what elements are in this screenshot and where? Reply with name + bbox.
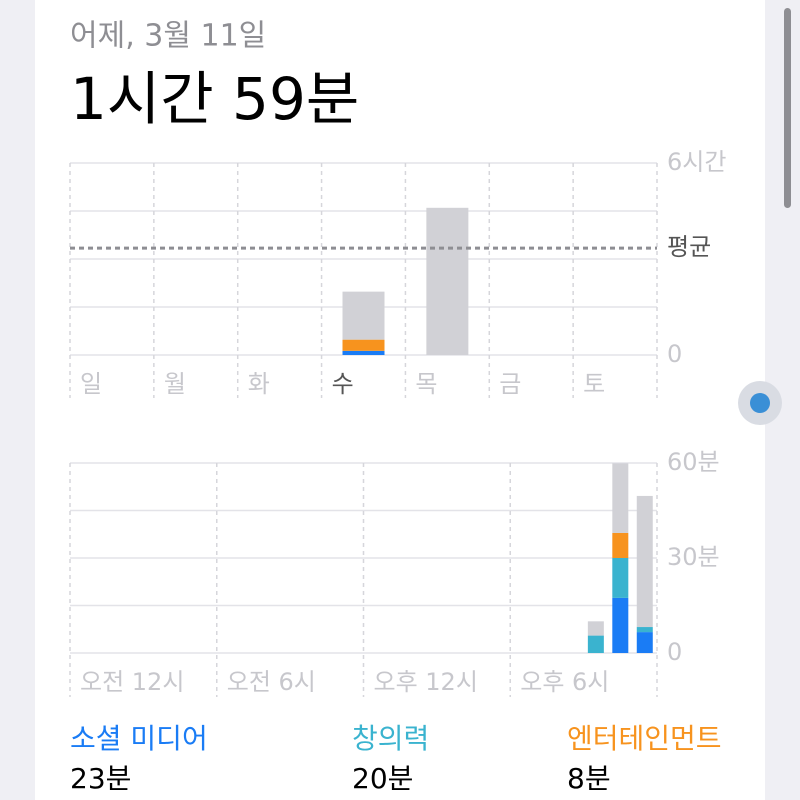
category-time: 8분 [567, 762, 611, 795]
x-tick-label: 오후 12시 [374, 668, 478, 696]
y-tick-label: 0 [667, 340, 682, 368]
bar-segment [612, 532, 629, 558]
x-tick-label: 화 [248, 370, 270, 398]
assistive-dot [750, 393, 770, 413]
date: 어제, 3월 11일 [70, 19, 266, 54]
bar-segment [342, 291, 385, 340]
x-tick-label: 금 [499, 370, 521, 398]
bar-segment [636, 495, 653, 628]
category-label: 창의력 [352, 722, 429, 755]
x-tick-label: 일 [80, 370, 102, 398]
category-label: 소셜 미디어 [70, 722, 208, 755]
x-tick-label: 목 [415, 370, 437, 398]
x-tick-label: 오전 6시 [227, 668, 316, 696]
bar-segment [612, 463, 629, 533]
card [35, 0, 765, 800]
bar-segment [342, 350, 385, 355]
bar-segment [612, 558, 629, 598]
bar-segment [587, 635, 604, 653]
x-tick-label: 오후 6시 [520, 668, 609, 696]
x-tick-label: 토 [583, 370, 605, 398]
y-tick-label: 30분 [667, 543, 720, 571]
category-time: 20분 [352, 762, 413, 795]
bar-segment [426, 207, 469, 355]
y-tick-label: 0 [667, 638, 682, 666]
y-tick-label: 60분 [667, 448, 720, 476]
x-tick-label: 오전 12시 [80, 668, 184, 696]
scroll-indicator [784, 8, 791, 208]
x-tick-label: 수 [332, 370, 354, 398]
y-tick-label: 6시간 [667, 148, 726, 176]
average-label: 평균 [667, 233, 711, 261]
bar-segment [636, 627, 653, 633]
category-time: 23분 [70, 762, 131, 795]
bar-segment [636, 632, 653, 653]
bar-segment [587, 621, 604, 636]
category-label: 엔터테인먼트 [567, 722, 722, 755]
bar-segment [342, 339, 385, 351]
bar-segment [612, 597, 629, 653]
total-time: 1시간 59분 [70, 65, 359, 133]
x-tick-label: 월 [164, 370, 186, 398]
